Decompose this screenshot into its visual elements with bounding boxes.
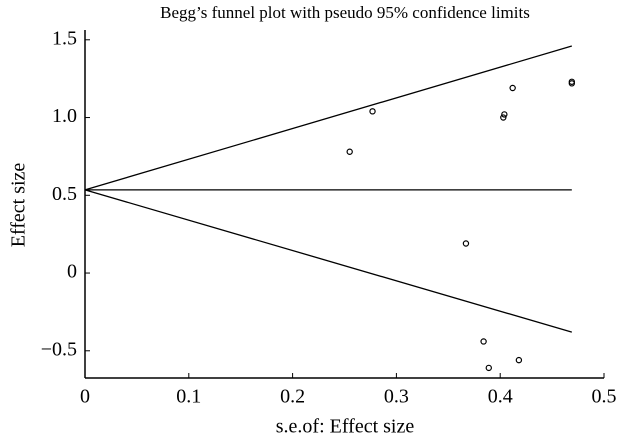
x-axis-label: s.e.of: Effect size xyxy=(276,416,415,438)
point xyxy=(346,148,353,155)
y-tick-label: 1.5 xyxy=(52,27,77,49)
point xyxy=(485,364,492,372)
x-tick-label: 0.5 xyxy=(592,386,617,408)
reference-line xyxy=(84,45,573,191)
point xyxy=(501,111,508,118)
chart-title: Begg’s funnel plot with pseudo 95% confi… xyxy=(160,3,530,22)
point xyxy=(500,114,507,121)
x-tick-label: 0 xyxy=(80,386,90,408)
x-tick-label: 0.1 xyxy=(176,386,201,408)
x-tick-label: 0.4 xyxy=(488,386,513,408)
y-tick-label: 1.0 xyxy=(52,105,77,127)
x-tick-label: 0.2 xyxy=(280,386,305,408)
y-tick-label: 0 xyxy=(67,261,77,283)
y-tick-label: −0.5 xyxy=(41,338,77,360)
point xyxy=(480,338,487,345)
y-axis-label: Effect size xyxy=(8,163,30,248)
point xyxy=(515,356,523,364)
point xyxy=(568,78,576,85)
y-tick-label: 0.5 xyxy=(52,183,77,205)
x-tick-label: 0.3 xyxy=(384,386,409,408)
point xyxy=(509,84,516,92)
point xyxy=(462,240,470,247)
point xyxy=(369,108,376,115)
reference-line xyxy=(84,189,573,333)
